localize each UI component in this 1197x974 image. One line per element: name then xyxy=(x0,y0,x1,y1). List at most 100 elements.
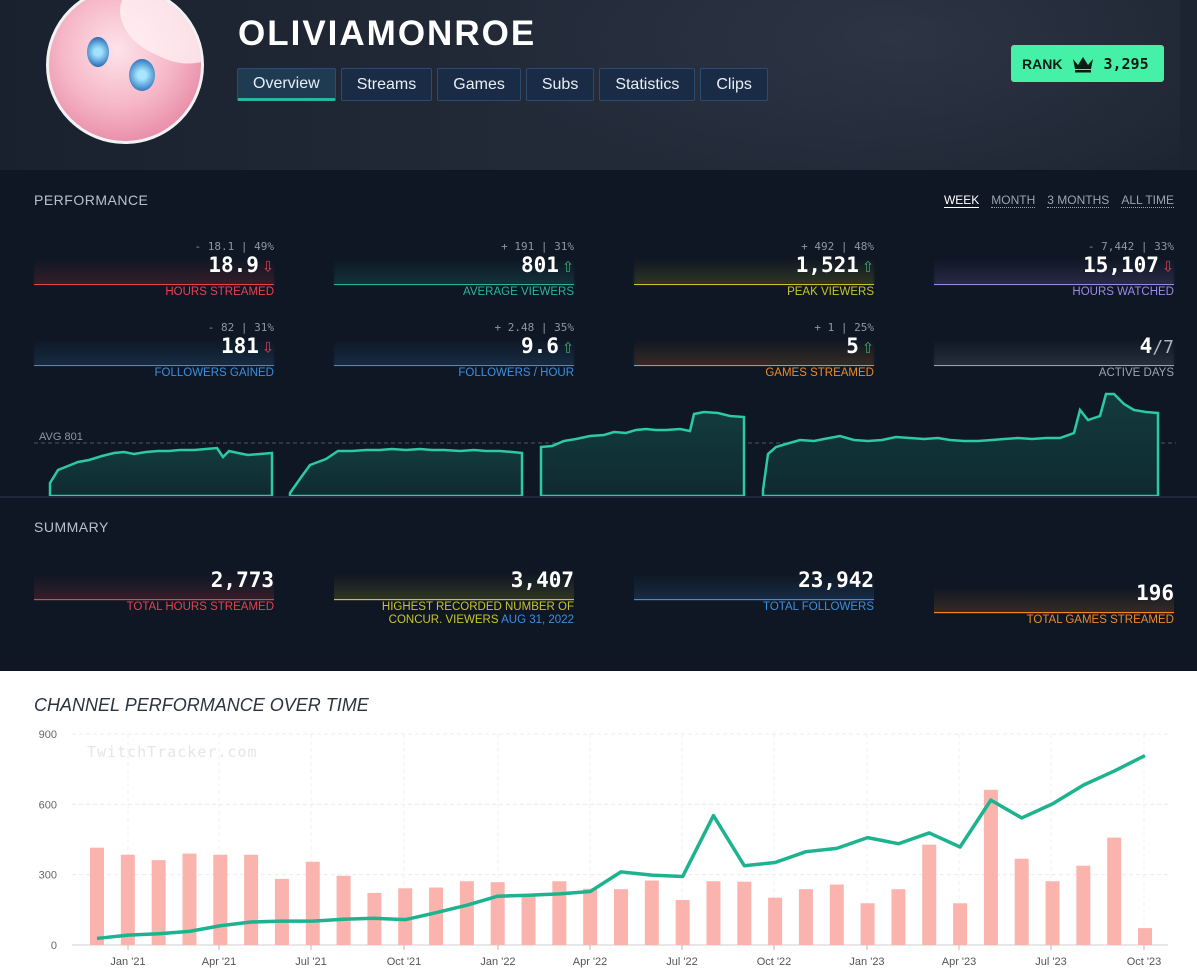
x-tick-label: Jan '21 xyxy=(110,956,145,968)
bar[interactable] xyxy=(706,881,721,945)
stat-label: ACTIVE DAYS xyxy=(1098,367,1174,379)
tab-overview[interactable]: Overview xyxy=(237,68,336,101)
avatar[interactable] xyxy=(46,0,204,144)
stat-label: AVERAGE VIEWERS xyxy=(463,286,574,298)
bar[interactable] xyxy=(429,887,444,945)
bar[interactable] xyxy=(90,847,104,945)
bar[interactable] xyxy=(583,888,598,945)
stat-label: GAMES STREAMED xyxy=(765,367,874,379)
chart-title: CHANNEL PERFORMANCE OVER TIME xyxy=(34,695,369,715)
bar[interactable] xyxy=(120,854,135,945)
tab-statistics[interactable]: Statistics xyxy=(599,68,696,101)
stat-value-number: 18.9 xyxy=(208,253,259,277)
stat-value: 1,521 ⇧ xyxy=(796,253,874,277)
range-all-time[interactable]: ALL TIME xyxy=(1121,193,1174,208)
stat-value: 801 ⇧ xyxy=(521,253,574,277)
channel-header: OLIVIAMONROE Overview Streams Games Subs Sta… xyxy=(0,0,1197,170)
range-month[interactable]: MONTH xyxy=(991,193,1036,208)
bar[interactable] xyxy=(490,882,505,945)
summary-label: HIGHEST RECORDED NUMBER OF CONCUR. VIEWER… xyxy=(382,601,574,627)
bar[interactable] xyxy=(860,903,875,945)
stat-average-viewers: + 191 | 31% 801 ⇧ AVERAGE VIEWERS xyxy=(334,240,574,298)
stats-panel: PERFORMANCE WEEK MONTH 3 MONTHS ALL TIME - … xyxy=(0,170,1197,671)
bar[interactable] xyxy=(829,884,844,945)
stat-delta: + 2.48 | 35% xyxy=(494,321,574,334)
performance-over-time-chart: 0 300 600 900 Jan '21 Apr '21 Jul '21 Oct '21 Ja… xyxy=(39,729,1168,968)
rank-badge[interactable]: RANK 3,295 xyxy=(1011,45,1164,82)
stat-underline xyxy=(34,599,274,600)
peak-date[interactable]: AUG 31, 2022 xyxy=(501,614,574,626)
channel-performance-section: CHANNEL PERFORMANCE OVER TIME TwitchTrac… xyxy=(0,671,1197,974)
bar[interactable] xyxy=(614,889,628,945)
bar[interactable] xyxy=(1076,865,1091,945)
y-tick-label: 900 xyxy=(39,729,57,741)
stat-underline xyxy=(34,365,274,366)
stat-value-number: 4 xyxy=(1139,334,1153,358)
bar[interactable] xyxy=(1107,837,1122,945)
weekly-viewers-chart: AVG 801 xyxy=(34,392,1176,496)
stat-glow xyxy=(334,574,574,601)
time-range-selector: WEEK MONTH 3 MONTHS ALL TIME xyxy=(943,193,1174,208)
stat-label: HOURS STREAMED xyxy=(165,286,274,298)
arrow-up-icon: ⇧ xyxy=(861,334,874,358)
summary-label-text: TOTAL GAMES STREAMED xyxy=(1026,614,1174,626)
stat-value: 15,107 ⇩ xyxy=(1083,253,1174,277)
mini-chart-segment-3 xyxy=(539,410,746,496)
bar[interactable] xyxy=(305,861,320,945)
tab-clips[interactable]: Clips xyxy=(700,68,768,101)
x-tick-label: Apr '21 xyxy=(202,956,237,968)
stat-hours-streamed: - 18.1 | 49% 18.9 ⇩ HOURS STREAMED xyxy=(34,240,274,298)
stat-glow xyxy=(34,339,274,366)
bar[interactable] xyxy=(1138,928,1152,945)
bar[interactable] xyxy=(182,853,197,945)
summary-label: TOTAL HOURS STREAMED xyxy=(127,601,274,614)
bar[interactable] xyxy=(922,844,937,945)
tab-games[interactable]: Games xyxy=(437,68,521,101)
stat-hours-watched: - 7,442 | 33% 15,107 ⇩ HOURS WATCHED xyxy=(934,240,1174,298)
stat-glow xyxy=(34,258,274,285)
stat-followers-gained: - 82 | 31% 181 ⇩ FOLLOWERS GAINED xyxy=(34,321,274,379)
y-tick-label: 0 xyxy=(51,940,57,952)
bar[interactable] xyxy=(336,875,351,945)
bar[interactable] xyxy=(521,893,536,945)
bar[interactable] xyxy=(675,899,690,945)
bar[interactable] xyxy=(459,881,474,945)
stat-value-number: 801 xyxy=(521,253,559,277)
bar[interactable] xyxy=(1014,858,1029,945)
stat-glow xyxy=(34,574,274,601)
stat-delta: - 82 | 31% xyxy=(207,321,274,334)
bar[interactable] xyxy=(953,903,968,945)
x-tick-label: Jul '21 xyxy=(295,956,326,968)
watermark: TwitchTracker.com xyxy=(87,743,258,761)
x-tick-label: Jul '22 xyxy=(666,956,697,968)
bar[interactable] xyxy=(213,854,228,945)
stat-value: 181 ⇩ xyxy=(221,334,274,358)
bar[interactable] xyxy=(552,881,567,945)
arrow-up-icon: ⇧ xyxy=(561,334,574,358)
avg-label: AVG 801 xyxy=(39,431,83,443)
bar[interactable] xyxy=(1045,881,1060,945)
tab-bar: Overview Streams Games Subs Statistics Clips xyxy=(237,68,768,101)
bar[interactable] xyxy=(798,889,813,945)
stat-glow xyxy=(334,258,574,285)
bar[interactable] xyxy=(737,881,752,945)
tab-subs[interactable]: Subs xyxy=(525,68,595,101)
bar[interactable] xyxy=(768,897,783,945)
tab-streams[interactable]: Streams xyxy=(340,68,433,101)
bar[interactable] xyxy=(151,860,166,945)
bar[interactable] xyxy=(644,880,659,945)
bar[interactable] xyxy=(398,888,413,945)
range-week[interactable]: WEEK xyxy=(943,193,980,208)
summary-value: 3,407 xyxy=(510,568,574,592)
bar[interactable] xyxy=(244,854,259,945)
stat-peak-viewers: + 492 | 48% 1,521 ⇧ PEAK VIEWERS xyxy=(634,240,874,298)
stat-underline xyxy=(634,284,874,285)
arrow-up-icon: ⇧ xyxy=(561,253,574,277)
bar[interactable] xyxy=(274,878,289,945)
stat-delta: + 191 | 31% xyxy=(501,240,574,253)
stat-value-number: 5 xyxy=(846,334,859,358)
bar[interactable] xyxy=(983,789,998,945)
range-3-months[interactable]: 3 MONTHS xyxy=(1047,193,1110,208)
bar[interactable] xyxy=(891,889,906,945)
stat-value-number: 1,521 xyxy=(795,253,859,277)
